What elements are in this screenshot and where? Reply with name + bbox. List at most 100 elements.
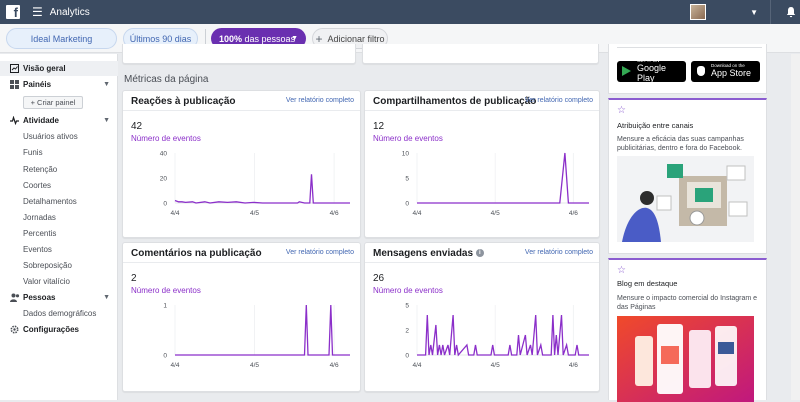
- gear-icon: [10, 325, 19, 334]
- sidebar-item-overlap[interactable]: Sobreposição: [23, 261, 72, 270]
- card-title: Compartilhamentos de publicação: [373, 96, 537, 107]
- chevron-down-icon: ▼: [291, 35, 298, 42]
- x-tick-label: 4/6: [330, 210, 339, 217]
- x-tick-label: 4/4: [412, 362, 421, 369]
- previous-card-fragment: [122, 44, 356, 64]
- x-tick-label: 4/5: [491, 210, 500, 217]
- sidebar-item-dashboards[interactable]: Painéis ▼: [0, 77, 118, 92]
- metric-label: Número de eventos: [373, 286, 443, 295]
- card-title: Reações à publicação: [131, 96, 236, 107]
- x-tick-label: 4/4: [170, 210, 179, 217]
- full-report-link[interactable]: Ver relatório completo: [285, 97, 354, 104]
- menu-icon[interactable]: ☰: [32, 5, 43, 19]
- full-report-link[interactable]: Ver relatório completo: [285, 249, 354, 256]
- sidebar-item-overview[interactable]: Visão geral: [0, 61, 118, 76]
- sidebar-item-funnels[interactable]: Funis: [23, 148, 43, 157]
- metric-card-post-reactions: Reações à publicação Ver relatório compl…: [122, 90, 361, 238]
- card-title: Mensagens enviadas i: [373, 248, 484, 259]
- sidebar-item-retention[interactable]: Retenção: [23, 165, 58, 174]
- event-source-filter[interactable]: Ideal Marketing: [6, 28, 117, 49]
- app-title: Analytics: [49, 6, 90, 18]
- sidebar-item-demographics[interactable]: Dados demográficos: [23, 309, 97, 318]
- y-tick-label: 0: [163, 353, 167, 360]
- card-title: Comentários na publicação: [131, 248, 262, 259]
- sidebar-item-journeys[interactable]: Jornadas: [23, 213, 56, 222]
- card-title: Atribuição entre canais: [617, 121, 694, 130]
- metric-card-post-shares: Compartilhamentos de publicação Ver rela…: [364, 90, 600, 238]
- audience-percent: 100%: [219, 33, 243, 44]
- x-tick-label: 4/6: [569, 210, 578, 217]
- full-report-link[interactable]: Ver relatório completo: [524, 97, 593, 104]
- info-icon[interactable]: i: [475, 249, 484, 258]
- sidebar-item-label: Visão geral: [23, 64, 66, 73]
- y-tick-label: 1: [163, 303, 167, 310]
- chevron-down-icon: ▼: [103, 294, 110, 301]
- y-tick-label: 40: [160, 151, 168, 158]
- notifications-bell-icon[interactable]: [770, 0, 800, 24]
- attribution-card[interactable]: ☆ Atribuição entre canais Mensure a efic…: [608, 98, 767, 254]
- series-line: [175, 304, 350, 356]
- google-play-text: Google Play: [637, 62, 667, 83]
- audience-filter[interactable]: 100% das pessoas ▼: [211, 28, 306, 49]
- star-icon[interactable]: ☆: [617, 105, 626, 116]
- add-filter-label: Adicionar filtro: [327, 33, 385, 44]
- card-divider: [123, 262, 360, 263]
- sidebar-item-breakdowns[interactable]: Detalhamentos: [23, 197, 77, 206]
- google-play-badge[interactable]: GET IT ON Google Play: [617, 58, 686, 83]
- x-tick-label: 4/5: [250, 362, 259, 369]
- line-chart: 1 04/4 4/5 4/6: [163, 303, 350, 369]
- metric-card-messages-sent: Mensagens enviadas i Ver relatório compl…: [364, 242, 600, 392]
- avatar[interactable]: [690, 4, 707, 20]
- section-title: Métricas da página: [124, 74, 209, 85]
- star-icon[interactable]: ☆: [617, 265, 626, 276]
- blog-illustration: [617, 316, 754, 402]
- sidebar-item-settings[interactable]: Configurações: [0, 322, 118, 337]
- full-report-link[interactable]: Ver relatório completo: [524, 249, 593, 256]
- attribution-illustration: [617, 156, 754, 242]
- app-store-small-text: Download on the: [711, 63, 745, 69]
- chevron-down-icon: ▼: [103, 81, 110, 88]
- card-divider: [617, 47, 762, 48]
- card-divider: [365, 262, 599, 263]
- sidebar-item-activity[interactable]: Atividade ▼: [0, 113, 118, 128]
- metric-label: Número de eventos: [131, 286, 201, 295]
- card-description: Mensure a eficácia das suas campanhas pu…: [617, 136, 744, 153]
- google-play-small-text: GET IT ON: [637, 58, 660, 64]
- line-chart: 40 20 04/4 4/5 4/6: [160, 151, 350, 217]
- sidebar-item-people[interactable]: Pessoas ▼: [0, 290, 118, 305]
- sidebar-item-percentiles[interactable]: Percentis: [23, 229, 57, 238]
- featured-blog-card[interactable]: ☆ Blog em destaque Mensure o impacto com…: [608, 258, 767, 402]
- sidebar-item-lifetime-value[interactable]: Valor vitalício: [23, 277, 70, 286]
- sidebar-item-label: Atividade: [23, 116, 60, 125]
- sidebar-item-label: Configurações: [23, 325, 80, 334]
- people-icon: [10, 293, 20, 302]
- metric-label: Número de eventos: [131, 134, 201, 143]
- line-chart: 5 2 04/4 4/5 4/6: [405, 303, 589, 369]
- facebook-logo-icon[interactable]: f: [6, 5, 20, 19]
- account-name-redacted: [710, 7, 746, 17]
- sidebar-item-active-users[interactable]: Usuários ativos: [23, 132, 78, 141]
- sidebar-item-cohorts[interactable]: Coortes: [23, 181, 52, 190]
- y-tick-label: 10: [402, 151, 410, 158]
- apple-icon: [697, 66, 705, 76]
- x-tick-label: 4/4: [412, 210, 421, 217]
- account-dropdown-icon[interactable]: ▼: [750, 7, 758, 17]
- card-divider: [123, 110, 360, 111]
- series-line: [417, 314, 589, 357]
- top-bar: f ☰ Analytics ▼: [0, 0, 800, 24]
- card-divider: [365, 110, 599, 111]
- line-chart: 10 5 04/4 4/5 4/6: [402, 151, 589, 217]
- metric-value: 2: [131, 273, 137, 284]
- sidebar-item-events[interactable]: Eventos: [23, 245, 52, 254]
- card-description: Mensure o impacto comercial do Instagram…: [617, 295, 758, 312]
- sidebar: Visão geral Painéis ▼ + Criar painel Ati…: [0, 54, 118, 400]
- audience-label: das pessoas: [242, 33, 296, 44]
- create-dashboard-button[interactable]: + Criar painel: [23, 96, 83, 109]
- overview-icon: [10, 64, 19, 73]
- plus-icon: +: [315, 31, 323, 46]
- filter-divider: [205, 29, 206, 48]
- sidebar-item-label: Painéis: [23, 80, 52, 89]
- sidebar-item-label: Pessoas: [23, 293, 56, 302]
- scrollbar[interactable]: [791, 54, 800, 400]
- app-store-badge[interactable]: Download on the App Store: [691, 61, 760, 82]
